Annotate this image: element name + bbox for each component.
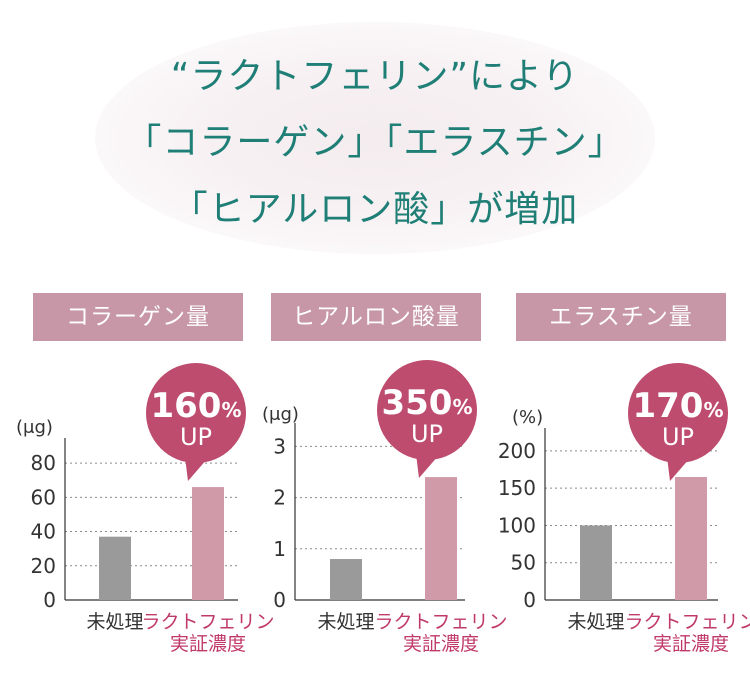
- hyaluronic-tick-label: 2: [273, 486, 286, 510]
- elastin-tick-label: 150: [498, 476, 536, 500]
- collagen-badge-up: UP: [180, 423, 212, 451]
- collagen-bubble: [146, 363, 246, 463]
- hyaluronic-category-lactoferrin: 実証濃度: [403, 633, 479, 655]
- elastin-tick-label: 100: [498, 513, 536, 537]
- elastin-badge-up: UP: [662, 423, 694, 451]
- elastin-bar-untreated: [580, 525, 612, 600]
- hyaluronic-tick-label: 0: [273, 588, 286, 612]
- elastin-tick-label: 50: [511, 551, 536, 575]
- collagen-tick-label: 80: [31, 451, 56, 475]
- collagen-tick-label: 60: [31, 485, 56, 509]
- hyaluronic-tick-label: 3: [273, 434, 286, 458]
- elastin-title: エラスチン量: [516, 293, 726, 341]
- hyaluronic-tick-label: 1: [273, 537, 286, 561]
- elastin-bar-lactoferrin: [675, 477, 707, 600]
- headline-line-3: 「ヒアルロン酸」が増加: [171, 189, 579, 230]
- elastin-category-lactoferrin: 実証濃度: [653, 633, 729, 655]
- hyaluronic-bar-lactoferrin: [425, 477, 457, 600]
- elastin-bubble: [628, 363, 728, 463]
- hyaluronic-badge-percent: 350%: [381, 383, 472, 423]
- collagen-category-lactoferrin: ラクトフェリン: [141, 611, 274, 633]
- collagen-badge-percent: 160%: [150, 386, 241, 426]
- collagen-bar-lactoferrin: [192, 487, 224, 600]
- elastin-tick-label: 200: [498, 439, 536, 463]
- hyaluronic-title: ヒアルロン酸量: [271, 293, 481, 341]
- collagen-category-lactoferrin: 実証濃度: [170, 633, 246, 655]
- hyaluronic-bar-untreated: [330, 559, 362, 600]
- collagen-tick-label: 40: [31, 520, 56, 544]
- headline-background: [95, 22, 655, 254]
- headline-line-1: “ラクトフェリン”により: [170, 56, 580, 97]
- elastin-badge-percent: 170%: [632, 386, 723, 426]
- headline-line-2: 「コラーゲン」「エラスチン」: [125, 122, 625, 163]
- collagen-unit-label: (μg): [16, 417, 53, 438]
- elastin-tick-label: 0: [523, 588, 536, 612]
- collagen-title: コラーゲン量: [33, 293, 243, 341]
- elastin-category-lactoferrin: ラクトフェリン: [624, 611, 750, 633]
- hyaluronic-category-untreated: 未処理: [317, 611, 374, 633]
- collagen-tick-label: 20: [31, 554, 56, 578]
- hyaluronic-badge-up: UP: [411, 420, 443, 448]
- collagen-tick-label: 0: [43, 588, 56, 612]
- elastin-category-untreated: 未処理: [567, 611, 624, 633]
- collagen-bar-untreated: [99, 536, 131, 600]
- hyaluronic-unit-label: (μg): [262, 404, 299, 425]
- hyaluronic-bubble: [377, 360, 477, 460]
- elastin-unit-label: (%): [512, 407, 543, 428]
- hyaluronic-category-lactoferrin: ラクトフェリン: [374, 611, 507, 633]
- collagen-category-untreated: 未処理: [86, 611, 143, 633]
